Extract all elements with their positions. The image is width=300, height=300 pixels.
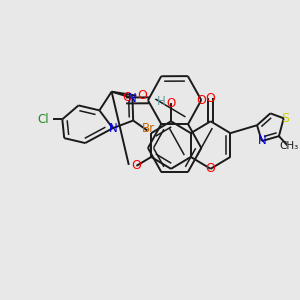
Text: O: O <box>206 162 215 175</box>
Text: O: O <box>206 92 215 105</box>
Text: CH₃: CH₃ <box>280 141 299 151</box>
Text: Cl: Cl <box>38 113 49 126</box>
Text: O: O <box>196 94 206 106</box>
Text: H: H <box>157 95 166 108</box>
Text: S: S <box>280 112 289 125</box>
Text: Br: Br <box>142 122 155 135</box>
Text: O: O <box>122 91 132 104</box>
Text: O: O <box>131 159 141 172</box>
Text: O: O <box>167 97 176 110</box>
Text: N: N <box>109 122 118 135</box>
Text: O: O <box>137 89 147 102</box>
Text: N: N <box>257 134 266 147</box>
Text: N: N <box>128 92 137 105</box>
